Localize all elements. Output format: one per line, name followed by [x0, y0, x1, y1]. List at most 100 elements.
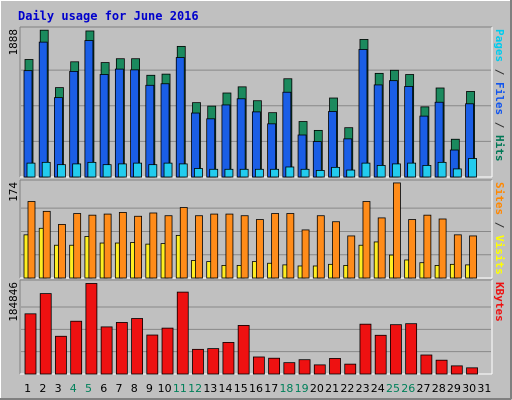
- x-tick-label-6: 6: [100, 382, 107, 395]
- middle-bar-sites-8: [134, 215, 142, 279]
- top-bar-files-4: [69, 71, 79, 178]
- bottom-bar-kbytes-26: [405, 323, 418, 375]
- bottom-bar-kbytes-18: [283, 362, 296, 375]
- top-bar-pages-19: [300, 168, 310, 178]
- x-tick-label-18: 18: [279, 382, 293, 395]
- top-bar-files-7: [114, 68, 124, 178]
- x-tick-label-8: 8: [131, 382, 138, 395]
- top-bar-pages-22: [346, 169, 356, 178]
- middle-bar-sites-13: [210, 213, 219, 279]
- x-tick-label-16: 16: [249, 382, 263, 395]
- top-bar-files-15: [236, 98, 246, 178]
- x-tick-label-27: 27: [416, 382, 430, 395]
- middle-bar-sites-6: [103, 213, 112, 279]
- x-tick-label-31: 31: [477, 382, 491, 395]
- top-bar-pages-10: [163, 162, 173, 178]
- top-bar-pages-28: [437, 161, 447, 178]
- top-bar-files-1: [23, 70, 33, 178]
- x-tick-label-30: 30: [462, 382, 476, 395]
- bottom-bar-kbytes-12: [192, 348, 204, 375]
- x-tick-label-17: 17: [264, 382, 278, 395]
- x-tick-label-15: 15: [234, 382, 248, 395]
- middle-bar-sites-22: [347, 235, 356, 279]
- top-bar-files-6: [99, 74, 109, 178]
- middle-bar-sites-5: [88, 214, 97, 279]
- bottom-bar-kbytes-11: [176, 291, 189, 375]
- x-tick-label-12: 12: [188, 382, 202, 395]
- bottom-bar-kbytes-9: [146, 334, 159, 375]
- middle-bar-sites-14: [225, 213, 234, 279]
- top-bar-files-18: [282, 91, 292, 178]
- top-panel: 1888 Pages / Files / Hits: [7, 26, 506, 178]
- middle-bar-sites-23: [362, 201, 371, 279]
- middle-bar-sites-19: [301, 229, 310, 279]
- top-bar-pages-15: [239, 168, 249, 178]
- middle-bar-sites-10: [164, 215, 173, 279]
- bottom-bar-kbytes-20: [313, 364, 326, 375]
- top-bar-pages-5: [87, 161, 97, 178]
- top-bar-pages-1: [26, 162, 36, 178]
- x-tick-label-19: 19: [295, 382, 309, 395]
- middle-bar-sites-27: [423, 214, 432, 279]
- middle-bar-sites-17: [271, 213, 280, 279]
- x-tick-label-11: 11: [173, 382, 187, 395]
- bottom-bar-kbytes-25: [390, 324, 402, 375]
- bottom-bar-kbytes-15: [237, 325, 250, 375]
- middle-side-legend-2: Visits: [493, 235, 506, 275]
- top-bar-files-16: [251, 111, 261, 178]
- middle-ymax-label: 174: [7, 182, 20, 202]
- top-bar-files-24: [373, 84, 383, 178]
- middle-bar-sites-7: [118, 212, 127, 279]
- x-tick-label-10: 10: [158, 382, 172, 395]
- bottom-bar-kbytes-7: [115, 322, 128, 375]
- middle-panel: 174 Sites / Visits: [7, 179, 506, 279]
- top-bar-files-9: [145, 84, 155, 178]
- bottom-bar-kbytes-29: [450, 365, 463, 375]
- bottom-bar-kbytes-13: [207, 348, 220, 375]
- chart-panels: 1888 Pages / Files / Hits 174 Sites / Visit…: [7, 26, 506, 375]
- middle-bar-sites-15: [240, 215, 249, 279]
- top-bar-pages-6: [102, 164, 112, 178]
- top-side-legend-1: /: [493, 62, 506, 82]
- bottom-bar-kbytes-3: [55, 335, 67, 375]
- middle-bar-sites-20: [316, 215, 325, 279]
- bottom-bar-kbytes-24: [374, 334, 387, 375]
- x-tick-label-5: 5: [85, 382, 92, 395]
- middle-bar-sites-28: [438, 218, 447, 279]
- top-bar-pages-16: [254, 168, 264, 178]
- x-axis-day-labels: 1 2 3 4 5 6 7 8 9 10 11 12 13 14 15 16 17 18 19 20 21 22 23 24 2…: [24, 382, 491, 395]
- x-tick-label-14: 14: [219, 382, 233, 395]
- bottom-side-legend: KBytes: [493, 282, 506, 322]
- top-bar-files-14: [221, 104, 231, 178]
- top-bar-files-12: [191, 112, 200, 178]
- middle-bar-sites-11: [179, 207, 188, 279]
- top-bar-pages-24: [376, 165, 386, 178]
- bottom-bar-kbytes-19: [298, 359, 311, 375]
- top-bar-pages-25: [392, 163, 401, 178]
- bottom-bar-kbytes-14: [222, 342, 235, 375]
- bottom-panel: 184846 KBytes: [7, 279, 506, 375]
- x-tick-label-20: 20: [310, 382, 324, 395]
- middle-bar-sites-9: [149, 212, 158, 279]
- middle-bar-sites-4: [73, 213, 82, 279]
- bottom-bar-kbytes-30: [466, 367, 478, 375]
- bottom-bar-kbytes-4: [70, 320, 83, 375]
- bottom-bar-kbytes-5: [85, 283, 98, 375]
- top-bar-pages-26: [407, 162, 417, 178]
- middle-bar-sites-26: [408, 219, 417, 279]
- x-tick-label-2: 2: [39, 382, 46, 395]
- top-bar-files-25: [389, 80, 398, 178]
- x-tick-label-26: 26: [401, 382, 415, 395]
- top-ymax-label: 1888: [7, 29, 20, 56]
- x-tick-label-3: 3: [55, 382, 62, 395]
- top-side-legend-3: /: [493, 115, 506, 135]
- x-tick-label-4: 4: [70, 382, 77, 395]
- top-bar-pages-20: [315, 170, 325, 178]
- middle-bar-sites-29: [453, 234, 462, 279]
- top-bar-files-8: [130, 69, 139, 178]
- middle-bar-sites-30: [469, 235, 477, 279]
- top-bar-pages-8: [133, 162, 142, 178]
- top-side-legend: Pages / Files / Hits: [493, 29, 506, 162]
- top-bar-pages-14: [224, 168, 234, 178]
- x-tick-label-28: 28: [432, 382, 446, 395]
